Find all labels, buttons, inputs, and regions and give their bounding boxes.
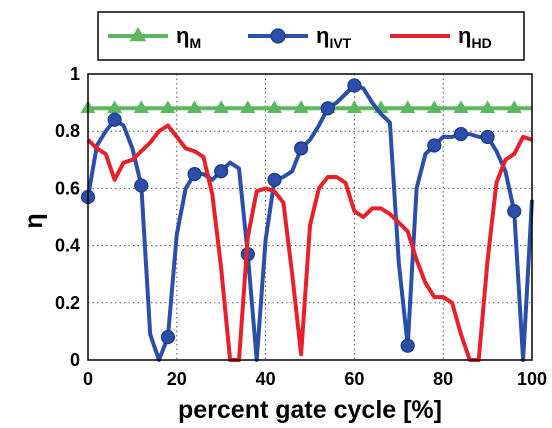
x-tick-label: 0 — [83, 369, 93, 389]
legend-label: ηHD — [458, 23, 492, 51]
legend-label-subscript: M — [189, 35, 201, 51]
circle-marker — [347, 78, 362, 93]
triangle-marker — [266, 100, 283, 114]
legend-label-main: η — [316, 23, 329, 48]
legend-label: ηIVT — [316, 23, 352, 51]
series-m — [80, 100, 532, 114]
circle-marker — [427, 138, 442, 153]
triangle-marker — [346, 100, 362, 114]
tick-labels: 0 20 40 60 80 100 0 0.2 0.4 0.6 0.8 1 — [55, 64, 547, 389]
triangle-marker — [240, 100, 256, 114]
series-line — [86, 123, 533, 362]
y-tick-label: 0.8 — [55, 121, 80, 141]
plot-frame — [87, 73, 533, 361]
circle-marker — [400, 338, 415, 353]
series-hd — [86, 123, 533, 362]
triangle-marker — [133, 100, 149, 114]
circle-marker — [320, 101, 335, 116]
legend-box — [97, 11, 525, 61]
y-axis-label: η — [20, 213, 48, 228]
triangle-marker — [506, 100, 522, 114]
triangle-marker — [213, 100, 229, 114]
triangle-marker — [480, 100, 496, 114]
circle-marker — [507, 204, 522, 219]
legend-item-m: ηM — [108, 23, 201, 51]
legend-label-subscript: IVT — [329, 35, 351, 51]
x-tick-label: 20 — [167, 369, 187, 389]
legend-item-ivt: ηIVT — [248, 23, 352, 51]
triangle-marker — [426, 100, 442, 114]
circle-marker — [134, 178, 149, 193]
circle-marker — [214, 164, 229, 179]
circle-marker — [453, 126, 469, 142]
circle-marker — [160, 330, 176, 345]
series-group — [80, 78, 534, 362]
y-tick-label: 1 — [70, 64, 80, 84]
y-tick-label: 0.4 — [55, 236, 80, 256]
triangle-marker — [107, 100, 123, 114]
triangle-marker — [187, 100, 203, 114]
legend-label-main: η — [176, 23, 189, 48]
legend: ηM ηIVT ηHD — [97, 11, 525, 61]
legend-label-subscript: HD — [471, 35, 491, 51]
legend-item-hd: ηHD — [390, 23, 492, 51]
circle-marker — [294, 141, 309, 156]
triangle-marker — [129, 27, 147, 42]
circle-marker — [187, 167, 202, 182]
triangle-marker — [400, 100, 416, 114]
triangle-marker — [453, 100, 469, 114]
triangle-marker — [160, 100, 176, 114]
series-ivt — [80, 78, 534, 362]
legend-label-main: η — [458, 23, 471, 48]
y-tick-label: 0.2 — [55, 293, 80, 313]
triangle-marker — [293, 100, 309, 114]
circle-marker — [270, 28, 286, 44]
circle-marker — [480, 129, 495, 145]
x-tick-label: 60 — [344, 369, 364, 389]
x-tick-label: 40 — [256, 369, 276, 389]
x-tick-label: 80 — [433, 369, 453, 389]
x-tick-label: 100 — [517, 369, 547, 389]
circle-marker — [267, 172, 282, 187]
y-tick-label: 0.6 — [55, 178, 80, 198]
x-axis-label: percent gate cycle [%] — [178, 396, 442, 424]
y-tick-label: 0 — [70, 350, 80, 370]
legend-label: ηM — [176, 23, 201, 51]
grid — [88, 74, 532, 360]
circle-marker — [107, 112, 122, 127]
